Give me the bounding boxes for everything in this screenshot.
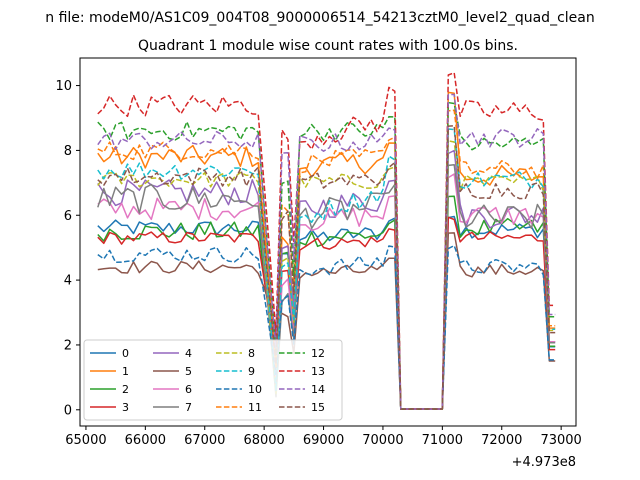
series-line-12 — [97, 101, 556, 410]
legend-label-13: 13 — [311, 365, 325, 378]
y-tick-label: 10 — [55, 79, 72, 94]
series-line-11 — [97, 109, 556, 410]
y-tick-label: 2 — [64, 338, 72, 353]
series-line-2 — [97, 195, 556, 410]
legend-label-12: 12 — [311, 347, 325, 360]
series-line-8 — [97, 140, 556, 410]
legend-frame — [83, 339, 343, 421]
plot-area — [97, 72, 556, 410]
legend-label-2: 2 — [122, 383, 129, 396]
y-tick-label: 8 — [64, 144, 72, 159]
series-line-13 — [97, 72, 556, 410]
legend-label-4: 4 — [185, 347, 192, 360]
y-tick-label: 0 — [64, 403, 72, 418]
legend-label-6: 6 — [185, 383, 192, 396]
legend-label-1: 1 — [122, 365, 129, 378]
x-tick-label: 71000 — [422, 433, 463, 448]
series-line-15 — [97, 125, 556, 410]
legend-label-0: 0 — [122, 347, 129, 360]
series-line-6 — [97, 173, 556, 410]
legend-label-3: 3 — [122, 401, 129, 414]
x-tick-label: 73000 — [540, 433, 581, 448]
x-offset-text: +4.973e8 — [512, 455, 576, 470]
y-tick-label: 6 — [64, 209, 72, 224]
legend-label-15: 15 — [311, 401, 325, 414]
legend-label-9: 9 — [248, 365, 255, 378]
legend-label-14: 14 — [311, 383, 325, 396]
y-axis: 0 2 4 6 8 10 — [55, 79, 80, 418]
x-tick-label: 68000 — [243, 433, 284, 448]
series-line-9 — [97, 128, 556, 410]
x-tick-label: 67000 — [184, 433, 225, 448]
x-tick-label: 66000 — [125, 433, 166, 448]
legend-label-7: 7 — [185, 401, 192, 414]
x-tick-label: 65000 — [65, 433, 106, 448]
series-line-7 — [97, 164, 556, 410]
axes-frame — [79, 57, 577, 427]
series-line-3 — [97, 216, 556, 410]
legend-label-10: 10 — [248, 383, 262, 396]
legend-label-8: 8 — [248, 347, 255, 360]
chart-title: Quadrant 1 module wise count rates with … — [138, 38, 518, 54]
x-tick-label: 72000 — [481, 433, 522, 448]
figure-suptitle: n file: modeM0/AS1C09_004T08_9000006514_… — [45, 10, 594, 26]
x-tick-label: 69000 — [303, 433, 344, 448]
x-axis: 65000 66000 67000 68000 69000 70000 71000 72000… — [65, 426, 582, 448]
x-tick-label: 70000 — [362, 433, 403, 448]
series-line-10 — [97, 244, 556, 410]
legend-label-5: 5 — [185, 365, 192, 378]
y-tick-label: 4 — [64, 274, 72, 289]
legend-label-11: 11 — [248, 401, 262, 414]
